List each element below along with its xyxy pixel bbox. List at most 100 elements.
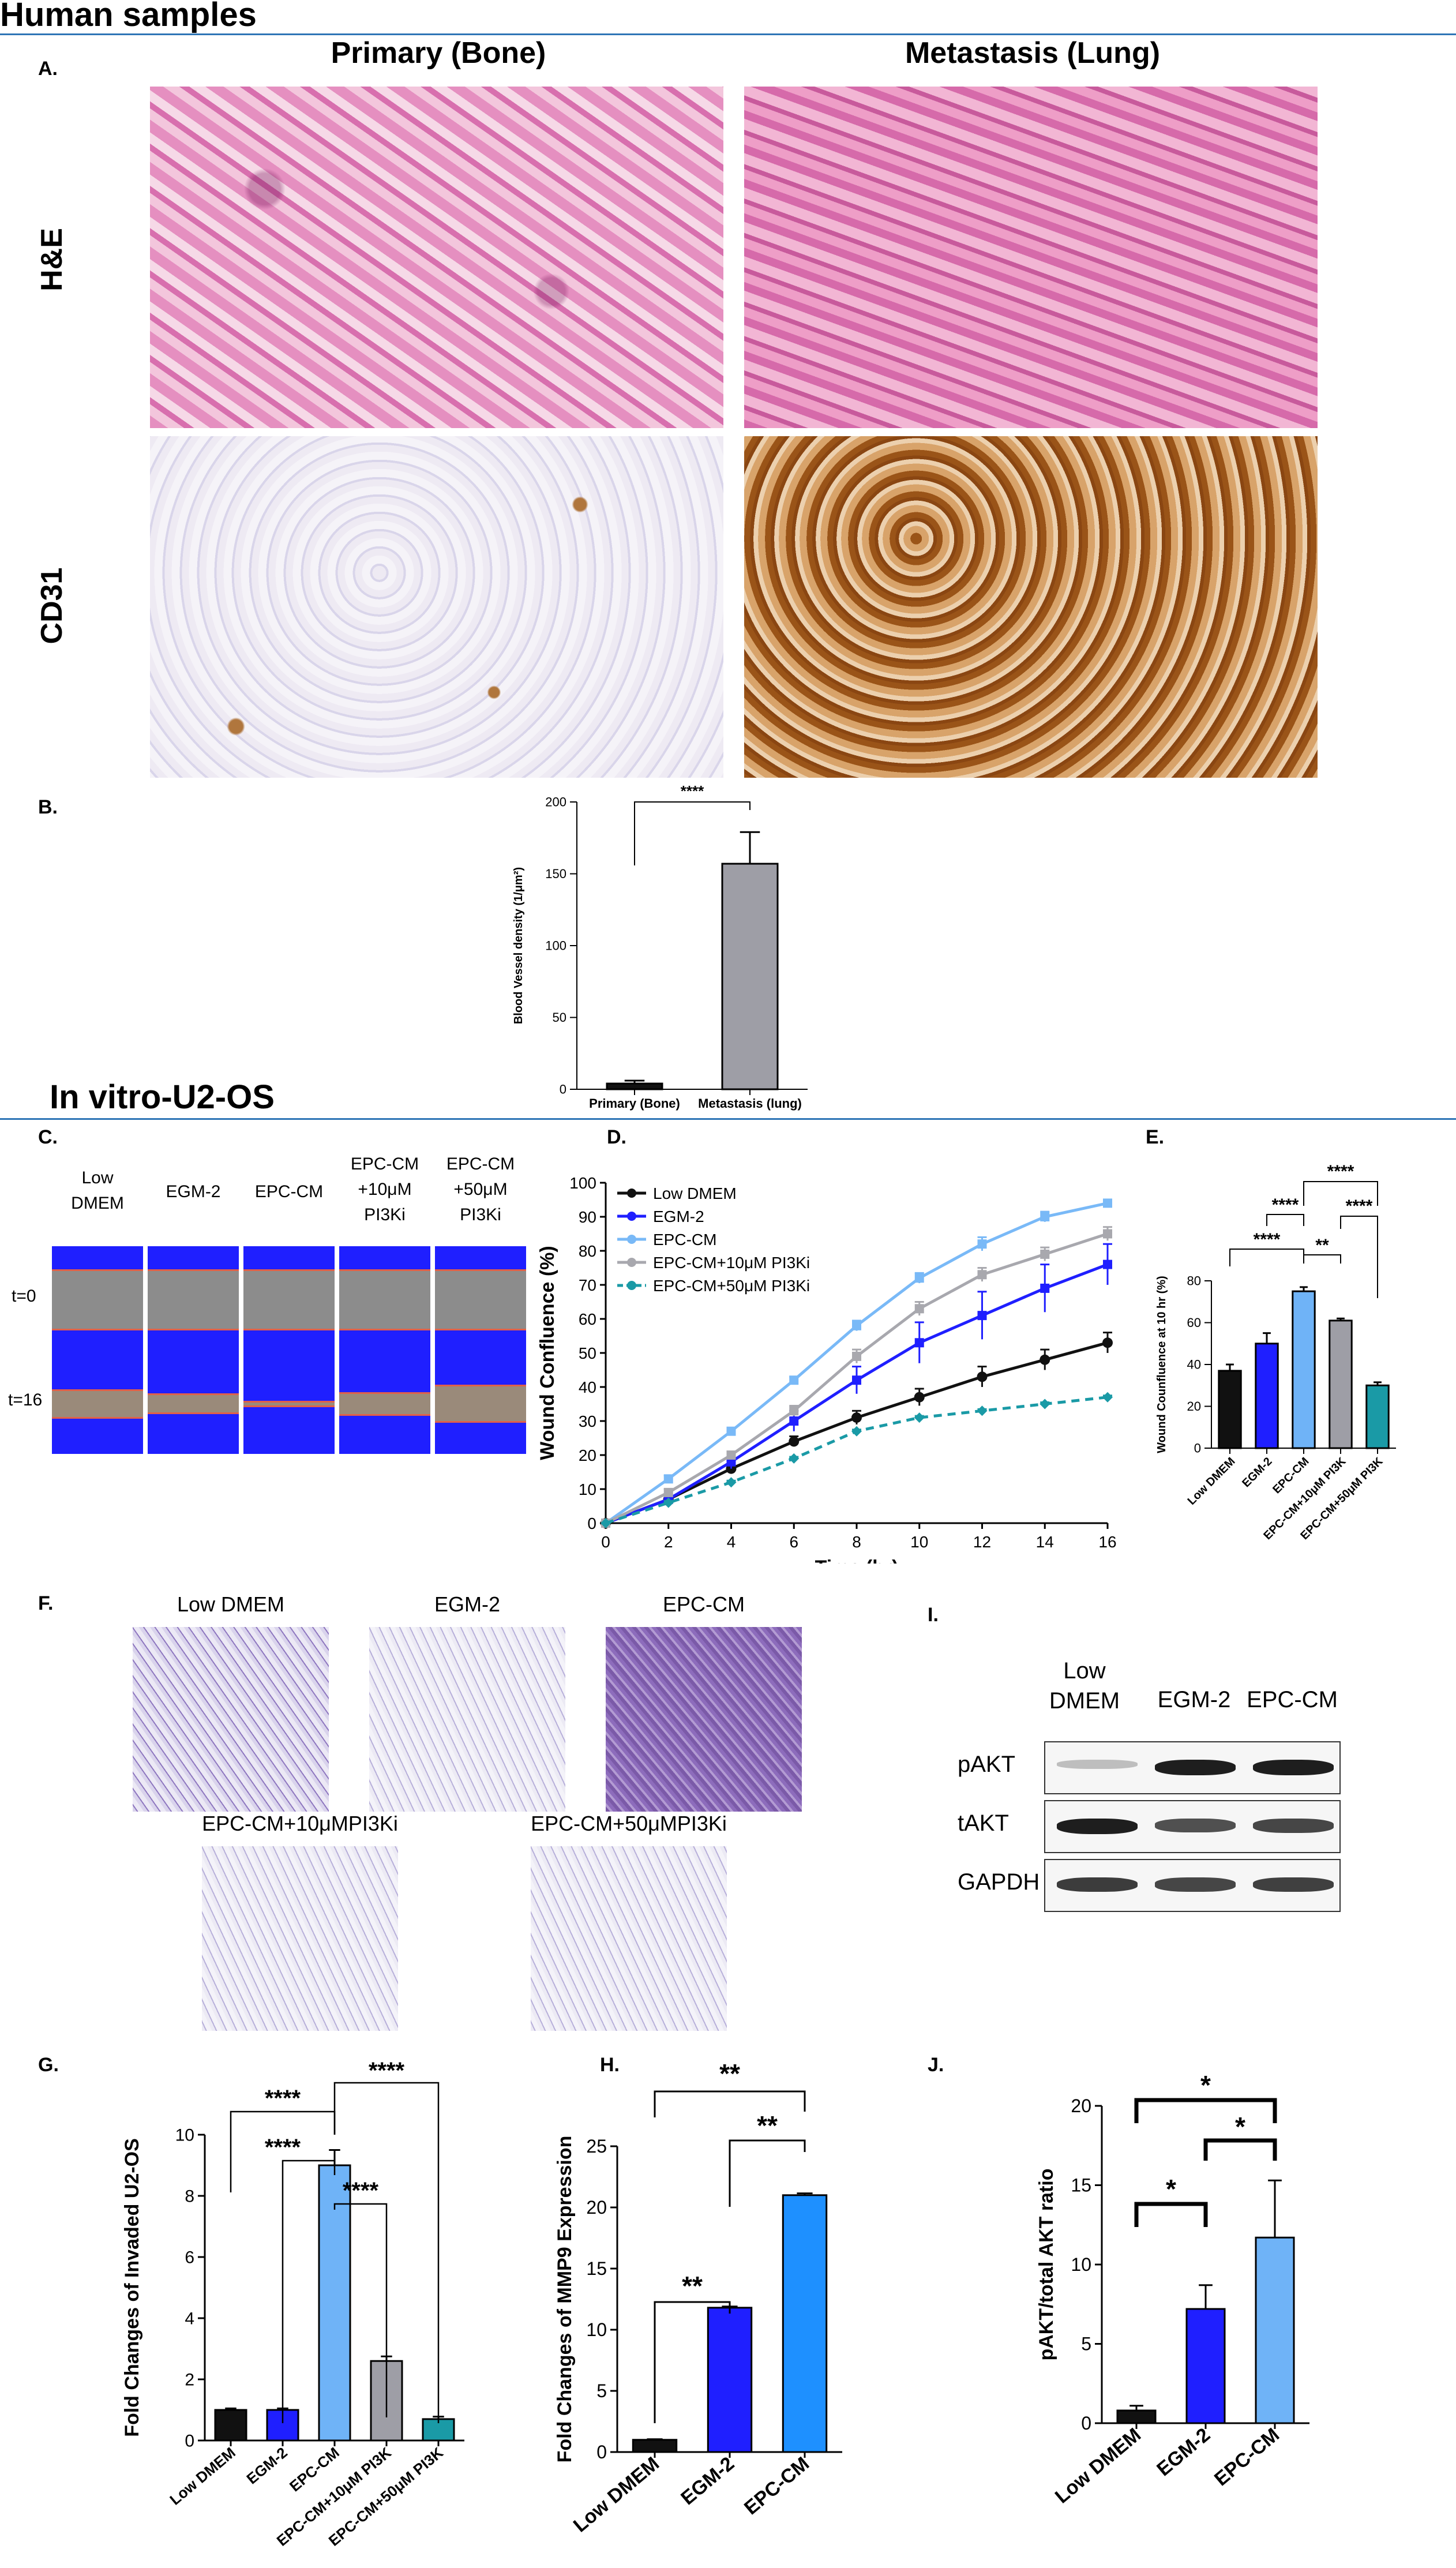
significance-bracket — [654, 2090, 806, 2117]
data-point — [914, 1392, 925, 1403]
x-tick-label: EGM-2 — [1153, 2424, 1214, 2480]
y-tick-label: 100 — [569, 1174, 596, 1192]
y-tick-label: 60 — [579, 1310, 596, 1328]
panel-label-e: E. — [1146, 1126, 1165, 1148]
bar — [606, 1082, 663, 1090]
data-point — [663, 1474, 673, 1484]
transwell-label: EPC-CM+50μMPI3Ki — [531, 1812, 727, 1835]
y-axis-label: Fold Changes of MMP9 Expression — [554, 2136, 576, 2463]
chart-d-wound-confluence: 0 10 20 30 40 50 60 70 80 90 100 0 2 4 6 8 10 12 14 16 Time … — [536, 1174, 1117, 1564]
y-tick-label: 10 — [175, 2126, 194, 2145]
significance-label: ** — [719, 2059, 740, 2089]
data-point — [851, 1426, 862, 1437]
bar — [214, 2409, 247, 2442]
scratch-tile-t16 — [148, 1350, 239, 1454]
transwell-label: EPC-CM+10μMPI3Ki — [202, 1812, 398, 1835]
blot-band — [1057, 1760, 1138, 1770]
data-point — [914, 1304, 924, 1314]
chart-h-mmp9: 0 5 10 15 20 25 Fold Changes of MMP9 Expressio… — [554, 2059, 842, 2537]
x-tick-label: 4 — [727, 1533, 736, 1551]
x-tick-label: EPC-CM — [1210, 2424, 1284, 2490]
legend-marker — [627, 1281, 636, 1290]
y-axis-label: Blood Vessel density (1/μm²) — [512, 867, 525, 1024]
panel-label-i: I. — [928, 1604, 939, 1626]
panel-c-scratch-assay: Low DMEM EGM-2 EPC-CM EPC-CM +10μM PI3Ki EPC-CM… — [8, 1148, 554, 1477]
y-tick-label: 40 — [1187, 1358, 1201, 1372]
scratch-tile-t0 — [52, 1246, 143, 1350]
y-axis-label: Wound Counfluence at 10 hr (%) — [1155, 1276, 1168, 1453]
data-point — [601, 1518, 611, 1528]
scratch-condition-label: EPC-CM +50μM PI3Ki — [435, 1152, 526, 1228]
significance-label: **** — [265, 2135, 301, 2160]
data-point — [1040, 1399, 1050, 1409]
significance-label: ** — [757, 2110, 778, 2140]
legend-label: EPC-CM — [653, 1231, 716, 1249]
data-point — [977, 1270, 987, 1280]
bar — [707, 2307, 753, 2453]
panel-i-western-blot: Low DMEM EGM-2 EPC-CM pAKT tAKT GAPDH — [958, 1658, 1350, 1933]
transwell-label: Low DMEM — [177, 1592, 285, 1616]
scratch-condition-line: +10μM — [358, 1180, 412, 1199]
significance-bracket — [333, 2082, 440, 2423]
data-point — [1040, 1249, 1050, 1259]
significance-bracket — [634, 801, 750, 865]
panel-label-j: J. — [928, 2054, 944, 2076]
significance-bracket — [1266, 1214, 1304, 1226]
data-point — [663, 1497, 674, 1508]
y-tick-label: 15 — [1071, 2175, 1091, 2196]
section-title-invitro: In vitro-U2-OS — [50, 1078, 275, 1116]
significance-label: **** — [1254, 1230, 1281, 1249]
data-point — [914, 1273, 924, 1283]
data-point — [852, 1375, 861, 1385]
y-tick-label: 20 — [579, 1446, 596, 1464]
x-tick-label: Low DMEM — [1051, 2424, 1145, 2508]
y-axis-label: pAKT/total AKT ratio — [1035, 2168, 1057, 2360]
transwell-image — [531, 1846, 727, 2031]
blot-band — [1057, 1877, 1138, 1892]
scratch-tile-t16 — [52, 1350, 143, 1454]
data-point — [977, 1405, 988, 1416]
data-point — [789, 1375, 799, 1385]
significance-label: **** — [681, 785, 704, 800]
wound-gap — [148, 1393, 239, 1414]
x-tick-label: Low DMEM — [569, 2453, 663, 2537]
panel-label-c: C. — [38, 1126, 58, 1148]
legend-label: EPC-CM+50μM PI3Ki — [653, 1277, 810, 1295]
y-tick-label: 90 — [579, 1208, 596, 1226]
data-point — [1040, 1354, 1050, 1365]
transwell-label: EPC-CM — [663, 1592, 745, 1616]
wound-gap — [435, 1385, 526, 1423]
data-point — [852, 1321, 861, 1330]
chart-b-blood-vessel-density: 0 50 100 150 200 Blood Vessel density (1/μm²)… — [512, 785, 808, 1111]
data-point — [789, 1416, 799, 1426]
legend-marker — [627, 1212, 636, 1221]
scratch-tile-t0 — [243, 1246, 335, 1350]
scratch-condition-label: EPC-CM +10μM PI3Ki — [339, 1152, 430, 1228]
scratch-tile-t0 — [435, 1246, 526, 1350]
y-tick-label: 20 — [1187, 1399, 1201, 1414]
blot-column-line: DMEM — [1049, 1688, 1120, 1714]
x-tick-label: EGM-2 — [677, 2453, 738, 2509]
scratch-condition-line: EPC-CM — [446, 1154, 515, 1174]
legend-marker — [627, 1258, 636, 1267]
blot-band — [1253, 1819, 1334, 1833]
bar — [1255, 2236, 1295, 2424]
x-axis-label: Time (hr) — [815, 1557, 899, 1564]
data-point — [789, 1406, 799, 1416]
y-tick-label: 40 — [579, 1378, 596, 1396]
y-tick-label: 200 — [545, 795, 566, 809]
blot-column-line: EGM-2 — [1157, 1687, 1231, 1712]
y-tick-label: 20 — [586, 2197, 607, 2218]
blot-column-label: EPC-CM — [1240, 1685, 1344, 1715]
y-tick-label: 25 — [586, 2136, 607, 2157]
bar — [632, 2439, 678, 2453]
y-tick-label: 50 — [553, 1010, 566, 1025]
panel-label-h: H. — [600, 2054, 620, 2076]
x-tick-label: 2 — [664, 1533, 673, 1551]
data-point — [977, 1371, 988, 1382]
data-point — [1040, 1283, 1050, 1293]
significance-bracket — [1134, 2202, 1208, 2227]
significance-label: * — [1200, 2070, 1211, 2100]
wound-gap — [243, 1400, 335, 1407]
blot-strip — [1044, 1741, 1341, 1794]
